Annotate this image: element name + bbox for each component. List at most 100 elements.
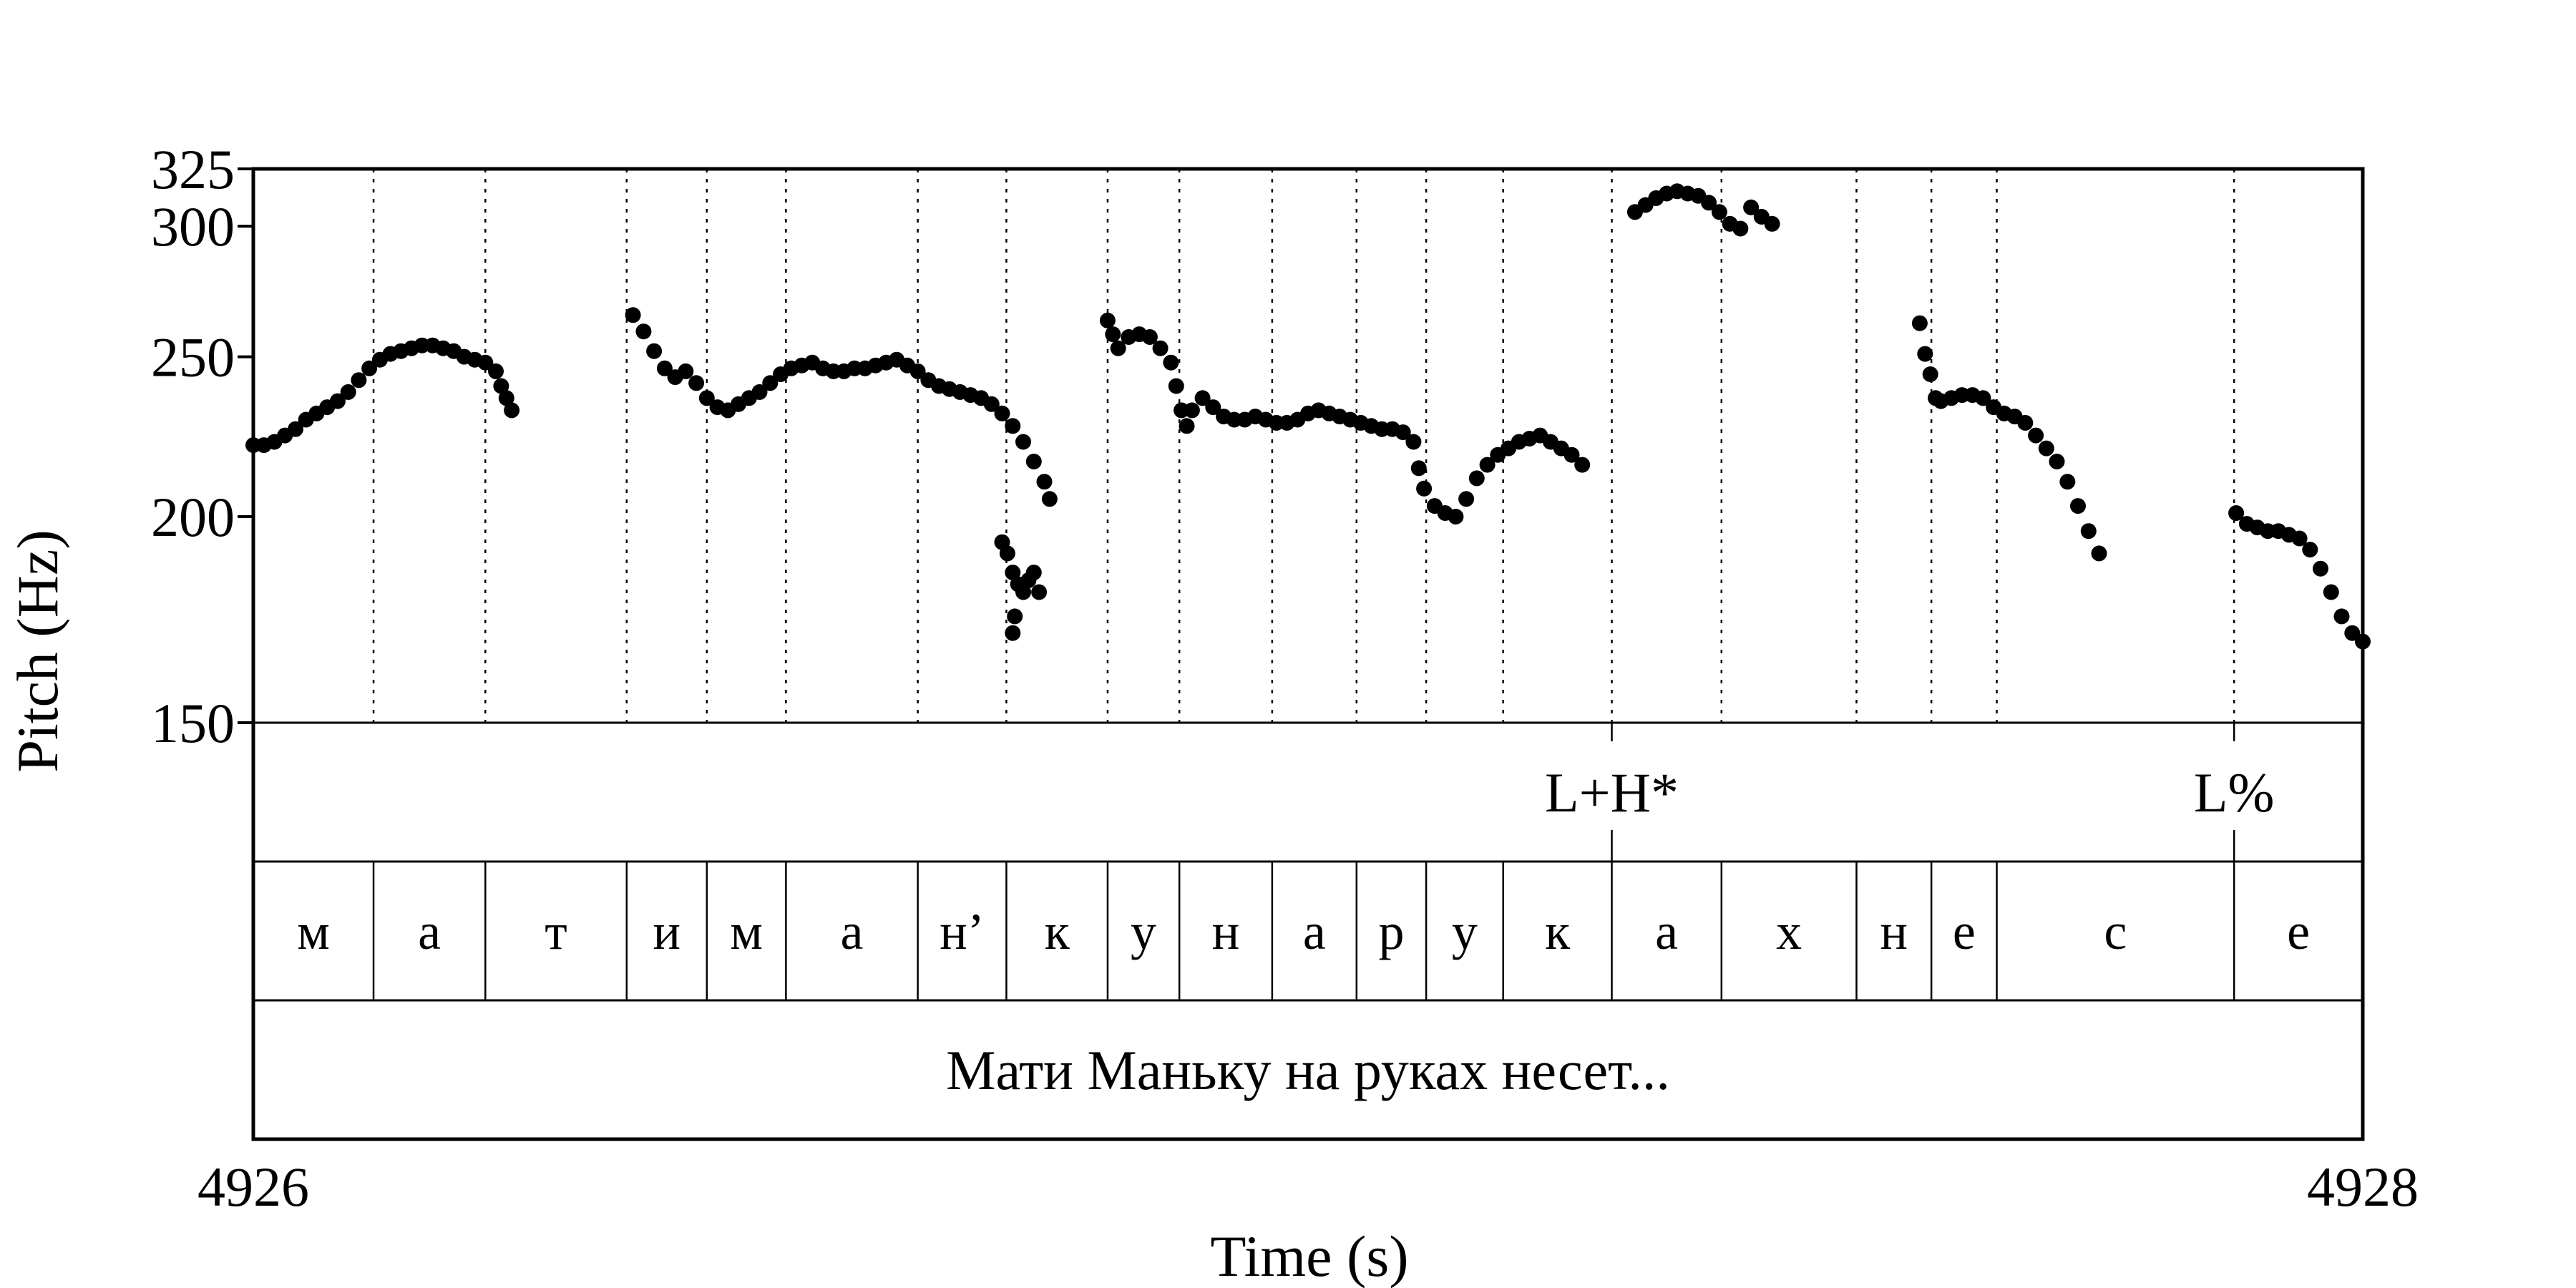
pitch-point (751, 384, 768, 400)
segment-label: н (1880, 903, 1908, 960)
pitch-point (2049, 454, 2065, 469)
segment-label: х (1776, 903, 1802, 960)
pitch-points (245, 183, 2371, 650)
segment-label: к (1545, 903, 1571, 960)
pitch-point (1205, 399, 1221, 416)
pitch-point (1416, 480, 1433, 497)
pitch-point (994, 405, 1010, 421)
pitch-point (909, 363, 926, 379)
pitch-point (1563, 447, 1580, 463)
pitch-point (2291, 530, 2308, 547)
pitch-point (1410, 460, 1427, 477)
pitch-point (504, 402, 520, 419)
x-axis-label: Time (s) (1210, 1224, 1408, 1288)
pitch-point (1015, 584, 1031, 600)
y-axis-label: Pitch (Hz) (5, 530, 70, 772)
pitch-point (1922, 366, 1938, 382)
pitch-point (2080, 523, 2097, 540)
pitch-point (2038, 440, 2054, 457)
sentence-text: Мати Маньку на руках несет... (946, 1039, 1670, 1101)
segment-label: м (730, 903, 763, 960)
x-tick-label-start: 4926 (197, 1156, 309, 1218)
pitch-point (656, 360, 673, 376)
pitch-point (1110, 340, 1126, 356)
pitch-point (2323, 584, 2339, 600)
pitch-point (1448, 509, 1464, 525)
pitch-point (2059, 474, 2076, 490)
pitch-point (1743, 199, 1760, 215)
pitch-point (1007, 608, 1023, 625)
pitch-point (2344, 625, 2361, 641)
y-tick-label: 325 (151, 138, 235, 200)
pitch-point (1036, 474, 1053, 490)
pitch-point (635, 323, 652, 340)
pitch-point (1711, 204, 1727, 220)
pitch-point (1701, 195, 1717, 211)
segment-label: р (1378, 903, 1404, 960)
pitch-point (2017, 414, 2034, 431)
segment-label: т (545, 903, 567, 960)
y-tick-label: 300 (151, 195, 235, 258)
pitch-point (493, 378, 509, 394)
segment-label: у (1452, 903, 1478, 960)
segment-label: а (418, 903, 441, 960)
segment-label: а (1303, 903, 1326, 960)
pitch-point (288, 421, 303, 437)
pitch-point (1041, 491, 1058, 507)
pitch-point (1163, 354, 1179, 371)
pitch-point (2302, 542, 2318, 558)
segment-label: у (1131, 903, 1156, 960)
pitch-point (2070, 498, 2086, 514)
pitch-point (1911, 315, 1928, 331)
pitch-point (2028, 427, 2044, 444)
pitch-point (351, 372, 367, 389)
pitch-point (1179, 418, 1195, 434)
pitch-point (1141, 329, 1158, 345)
pitch-point (1917, 346, 1933, 362)
tier-boundaries (372, 723, 2235, 1000)
tone-label: L+H* (1545, 761, 1679, 824)
pitch-point (1105, 326, 1121, 343)
pitch-point (2313, 560, 2328, 577)
pitch-point (361, 360, 378, 376)
pitch-point (1458, 491, 1475, 507)
pitch-point (1764, 215, 1780, 232)
pitch-point (1025, 454, 1042, 469)
pitch-point (1194, 390, 1211, 406)
pitch-point (698, 390, 715, 406)
pitch-point (678, 363, 694, 379)
segment-label: е (2287, 903, 2310, 960)
pitch-point (1005, 418, 1021, 434)
pitch-point (1468, 470, 1485, 487)
pitch-point (646, 343, 663, 359)
pitch-point (1479, 457, 1496, 473)
segment-label: м (297, 903, 330, 960)
pitch-point (999, 545, 1015, 562)
pitch-point (1015, 434, 1031, 450)
segment-label: н’ (940, 903, 985, 960)
pitch-point (1152, 340, 1169, 356)
pitch-point (688, 375, 705, 391)
segment-label: а (1655, 903, 1678, 960)
pitch-point (1975, 390, 1991, 406)
x-tick-label-end: 4928 (2307, 1156, 2419, 1218)
segment-boundary-lines (372, 169, 2235, 723)
y-tick-label: 150 (151, 692, 235, 754)
pitch-point (1168, 378, 1184, 394)
pitch-point (2228, 505, 2245, 521)
segment-label: к (1045, 903, 1070, 960)
y-tick-label: 200 (151, 486, 235, 548)
tone-label: L% (2194, 761, 2275, 824)
plot-border (251, 167, 2365, 1141)
pitch-point (1031, 584, 1048, 600)
pitch-point (983, 396, 1000, 412)
segment-label: е (1953, 903, 1976, 960)
pitch-point (625, 307, 641, 323)
pitch-point (498, 390, 514, 406)
pitch-point (2333, 608, 2350, 625)
pitch-point (2091, 545, 2107, 562)
pitch-point (1025, 565, 1042, 581)
segment-label: с (2104, 903, 2127, 960)
